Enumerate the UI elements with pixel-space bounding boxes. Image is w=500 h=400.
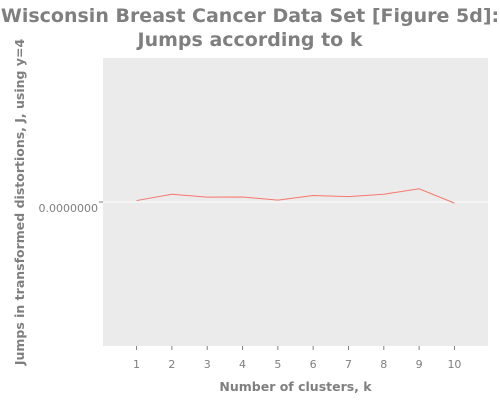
chart-title-line-1: Wisconsin Breast Cancer Data Set [Figure…	[0, 5, 500, 27]
x-tick-label: 10	[447, 358, 461, 371]
x-tick-label: 6	[310, 358, 317, 371]
y-axis-title: Jumps in transformed distortions, J, usi…	[12, 39, 27, 367]
chart-title-line-2: Jumps according to k	[137, 29, 363, 51]
y-tick-label: 0.0000000	[39, 202, 99, 215]
x-tick-label: 9	[416, 358, 423, 371]
x-tick-label: 1	[133, 358, 140, 371]
x-tick-label: 2	[168, 358, 175, 371]
x-axis-title: Number of clusters, k	[219, 379, 372, 394]
axis-ticks: 1 2 3 4 5 6 7 8 9 10	[99, 201, 461, 371]
x-tick-label: 4	[239, 358, 246, 371]
x-tick-label: 3	[204, 358, 211, 371]
chart-title: Wisconsin Breast Cancer Data Set [Figure…	[0, 4, 500, 52]
x-tick-label: 5	[274, 358, 281, 371]
series-line	[136, 188, 455, 204]
x-tick-label: 7	[345, 358, 352, 371]
x-tick-label: 8	[380, 358, 387, 371]
